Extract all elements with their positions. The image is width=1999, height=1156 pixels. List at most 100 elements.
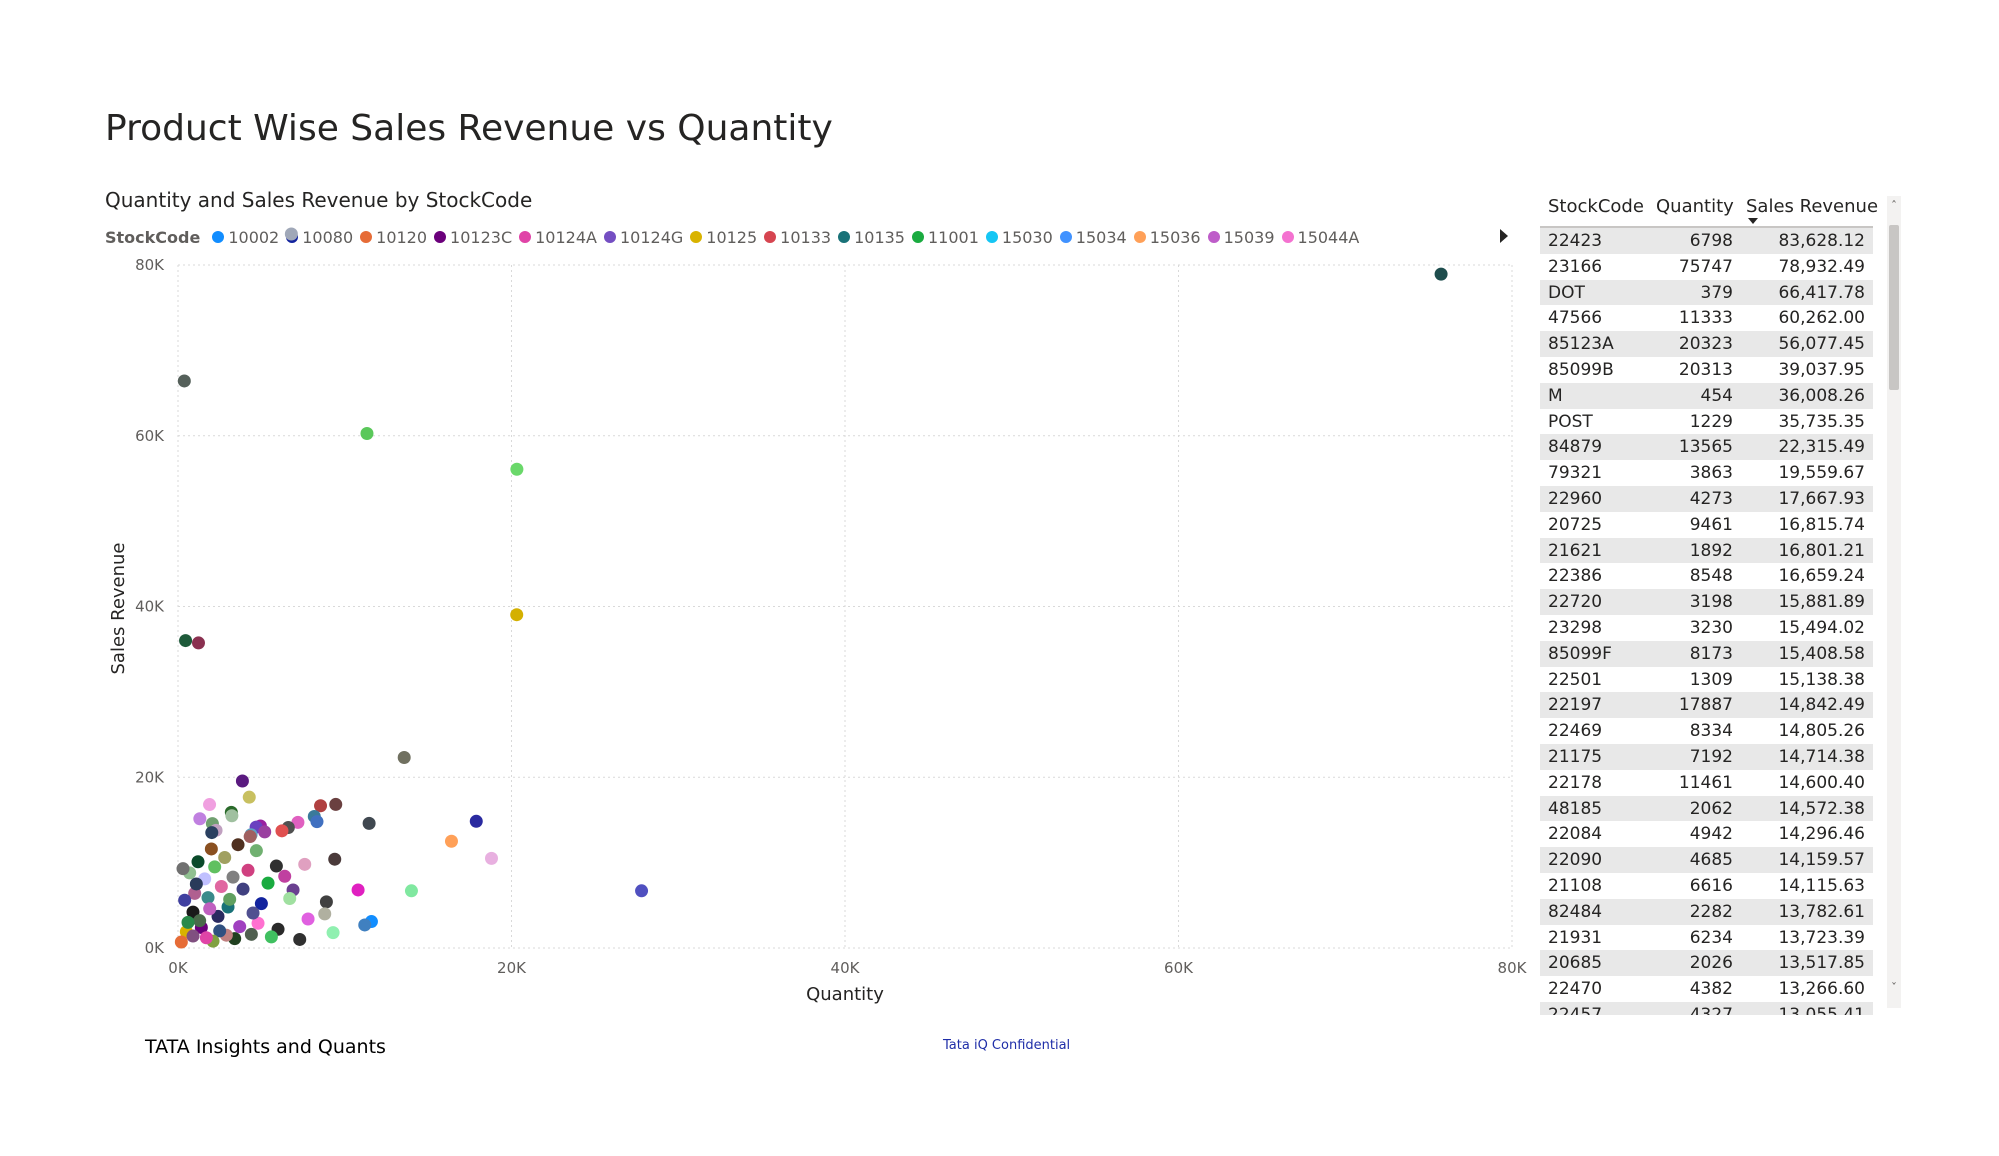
table-row[interactable]: 22720 3198 15,881.89 xyxy=(1540,589,1873,615)
cell-stockcode: 23166 xyxy=(1548,256,1603,277)
legend-dot-icon xyxy=(985,231,998,243)
legend-item[interactable]: 15034 xyxy=(1059,228,1127,247)
legend-item[interactable]: 10120 xyxy=(360,228,427,247)
data-point xyxy=(178,893,192,907)
cell-sales-revenue: 36,008.26 xyxy=(1778,385,1865,406)
data-point xyxy=(193,812,207,826)
table-row[interactable]: 82484 2282 13,782.61 xyxy=(1540,898,1873,925)
cell-sales-revenue: 17,667.93 xyxy=(1778,488,1865,509)
cell-quantity: 454 xyxy=(1700,385,1733,406)
legend-label: 15044A xyxy=(1297,227,1360,247)
table-row[interactable]: 84879 13565 22,315.49 xyxy=(1540,434,1873,461)
table-row[interactable]: 22423 6798 83,628.12 xyxy=(1540,228,1873,254)
table-row[interactable]: 23298 3230 15,494.02 xyxy=(1540,615,1873,641)
cell-quantity: 75747 xyxy=(1678,256,1733,277)
data-point xyxy=(326,926,340,940)
table-row[interactable]: 79321 3863 19,559.67 xyxy=(1540,460,1873,486)
data-point xyxy=(179,634,193,648)
legend-item[interactable]: 15030 xyxy=(985,228,1053,247)
cell-sales-revenue: 39,037.95 xyxy=(1778,359,1865,380)
cell-sales-revenue: 16,801.21 xyxy=(1778,540,1865,561)
table-row[interactable]: 22178 11461 14,600.40 xyxy=(1540,770,1873,796)
cell-quantity: 2062 xyxy=(1689,798,1733,819)
cell-quantity: 20313 xyxy=(1678,359,1733,380)
cell-stockcode: 85099B xyxy=(1548,359,1614,380)
y-tick-label: 0K xyxy=(145,939,166,957)
legend-item[interactable]: 10123C xyxy=(434,228,512,247)
legend-item[interactable]: 10125 xyxy=(690,228,757,247)
table-row[interactable]: 85123A 20323 56,077.45 xyxy=(1540,331,1873,357)
data-point xyxy=(218,851,232,865)
data-point xyxy=(201,891,215,905)
table-row[interactable]: 21108 6616 14,115.63 xyxy=(1540,873,1873,899)
table-row[interactable]: 22501 1309 15,138.38 xyxy=(1540,667,1873,693)
data-point xyxy=(298,857,312,871)
legend-next-arrow-icon[interactable] xyxy=(1500,229,1508,243)
cell-sales-revenue: 14,296.46 xyxy=(1778,824,1865,845)
cell-quantity: 9461 xyxy=(1689,514,1733,535)
table-row[interactable]: POST 1229 35,735.35 xyxy=(1540,409,1873,435)
data-point xyxy=(254,897,268,911)
footer-confidential: Tata iQ Confidential xyxy=(943,1038,1071,1053)
cell-stockcode: 22090 xyxy=(1548,850,1603,871)
table-row[interactable]: 21175 7192 14,714.38 xyxy=(1540,743,1873,770)
table-row[interactable]: 22470 4382 13,266.60 xyxy=(1540,976,1873,1002)
table-row[interactable]: 22090 4685 14,159.57 xyxy=(1540,847,1873,873)
data-point xyxy=(404,884,418,898)
legend-item[interactable]: 15036 xyxy=(1133,228,1201,247)
table-row[interactable]: 47566 11333 60,262.00 xyxy=(1540,305,1873,331)
data-point xyxy=(231,838,245,852)
table-row[interactable]: 48185 2062 14,572.38 xyxy=(1540,795,1873,822)
table-row[interactable]: 20685 2026 13,517.85 xyxy=(1540,950,1873,977)
legend-dot-icon xyxy=(434,231,447,243)
scroll-down-icon[interactable]: ˇ xyxy=(1891,981,1897,995)
data-point xyxy=(204,842,218,856)
scrollbar-thumb[interactable] xyxy=(1889,225,1899,390)
table-scrollbar[interactable] xyxy=(1887,196,1901,1008)
table-row[interactable]: 20725 9461 16,815.74 xyxy=(1540,512,1873,538)
table-row[interactable]: 85099F 8173 15,408.58 xyxy=(1540,640,1873,667)
cell-quantity: 1229 xyxy=(1689,411,1733,432)
column-header-sales-revenue[interactable]: Sales Revenue xyxy=(1746,196,1879,217)
table-row[interactable]: 21621 1892 16,801.21 xyxy=(1540,537,1873,564)
table-row[interactable]: 22084 4942 14,296.46 xyxy=(1540,821,1873,847)
scroll-up-icon[interactable]: ˆ xyxy=(1891,199,1897,213)
legend-item[interactable]: 11001 xyxy=(911,228,979,247)
column-header-stockcode[interactable]: StockCode xyxy=(1548,196,1644,217)
table-row[interactable]: 22469 8334 14,805.26 xyxy=(1540,718,1873,744)
cell-quantity: 4327 xyxy=(1689,1004,1733,1015)
cell-quantity: 4382 xyxy=(1689,979,1733,1000)
cell-sales-revenue: 15,408.58 xyxy=(1778,643,1865,664)
table-row[interactable]: 22457 4327 13,055.41 xyxy=(1540,1001,1873,1015)
cell-sales-revenue: 13,782.61 xyxy=(1778,901,1865,922)
table-row[interactable]: 22386 8548 16,659.24 xyxy=(1540,563,1873,589)
cell-sales-revenue: 16,659.24 xyxy=(1778,566,1865,587)
data-point xyxy=(208,860,222,874)
data-point xyxy=(291,815,305,829)
legend-item[interactable]: 15039 xyxy=(1207,228,1275,247)
table-row[interactable]: 22960 4273 17,667.93 xyxy=(1540,485,1873,512)
legend-item[interactable]: 10124A xyxy=(519,228,597,247)
legend: StockCode 10002 10080 10120 10123C 10124A 101… xyxy=(105,226,1515,248)
column-header-quantity[interactable]: Quantity xyxy=(1656,196,1734,217)
table-body: 22423 6798 83,628.12 23166 75747 78,932.49 DOT… xyxy=(1540,228,1873,1015)
legend-label: 10124G xyxy=(619,227,684,247)
data-point xyxy=(211,909,225,923)
table-row[interactable]: 85099B 20313 39,037.95 xyxy=(1540,357,1873,383)
data-point xyxy=(510,608,524,622)
cell-sales-revenue: 16,815.74 xyxy=(1778,514,1865,535)
data-point xyxy=(284,227,298,241)
visual-title: Quantity and Sales Revenue by StockCode xyxy=(105,188,533,212)
legend-label: 10080 xyxy=(302,227,354,247)
legend-dot-icon xyxy=(911,231,924,243)
legend-item[interactable]: 10002 xyxy=(212,228,279,247)
table-row[interactable]: 23166 75747 78,932.49 xyxy=(1540,254,1873,280)
legend-item[interactable]: 10124G xyxy=(603,227,684,247)
table-row[interactable]: 21931 6234 13,723.39 xyxy=(1540,925,1873,951)
table-row[interactable]: 22197 17887 14,842.49 xyxy=(1540,692,1873,719)
legend-item[interactable]: 10133 xyxy=(764,228,831,247)
legend-item[interactable]: 10135 xyxy=(838,228,905,247)
table-row[interactable]: M 454 36,008.26 xyxy=(1540,382,1873,409)
legend-item[interactable]: 15044A xyxy=(1281,227,1360,247)
table-row[interactable]: DOT 379 66,417.78 xyxy=(1540,279,1873,306)
